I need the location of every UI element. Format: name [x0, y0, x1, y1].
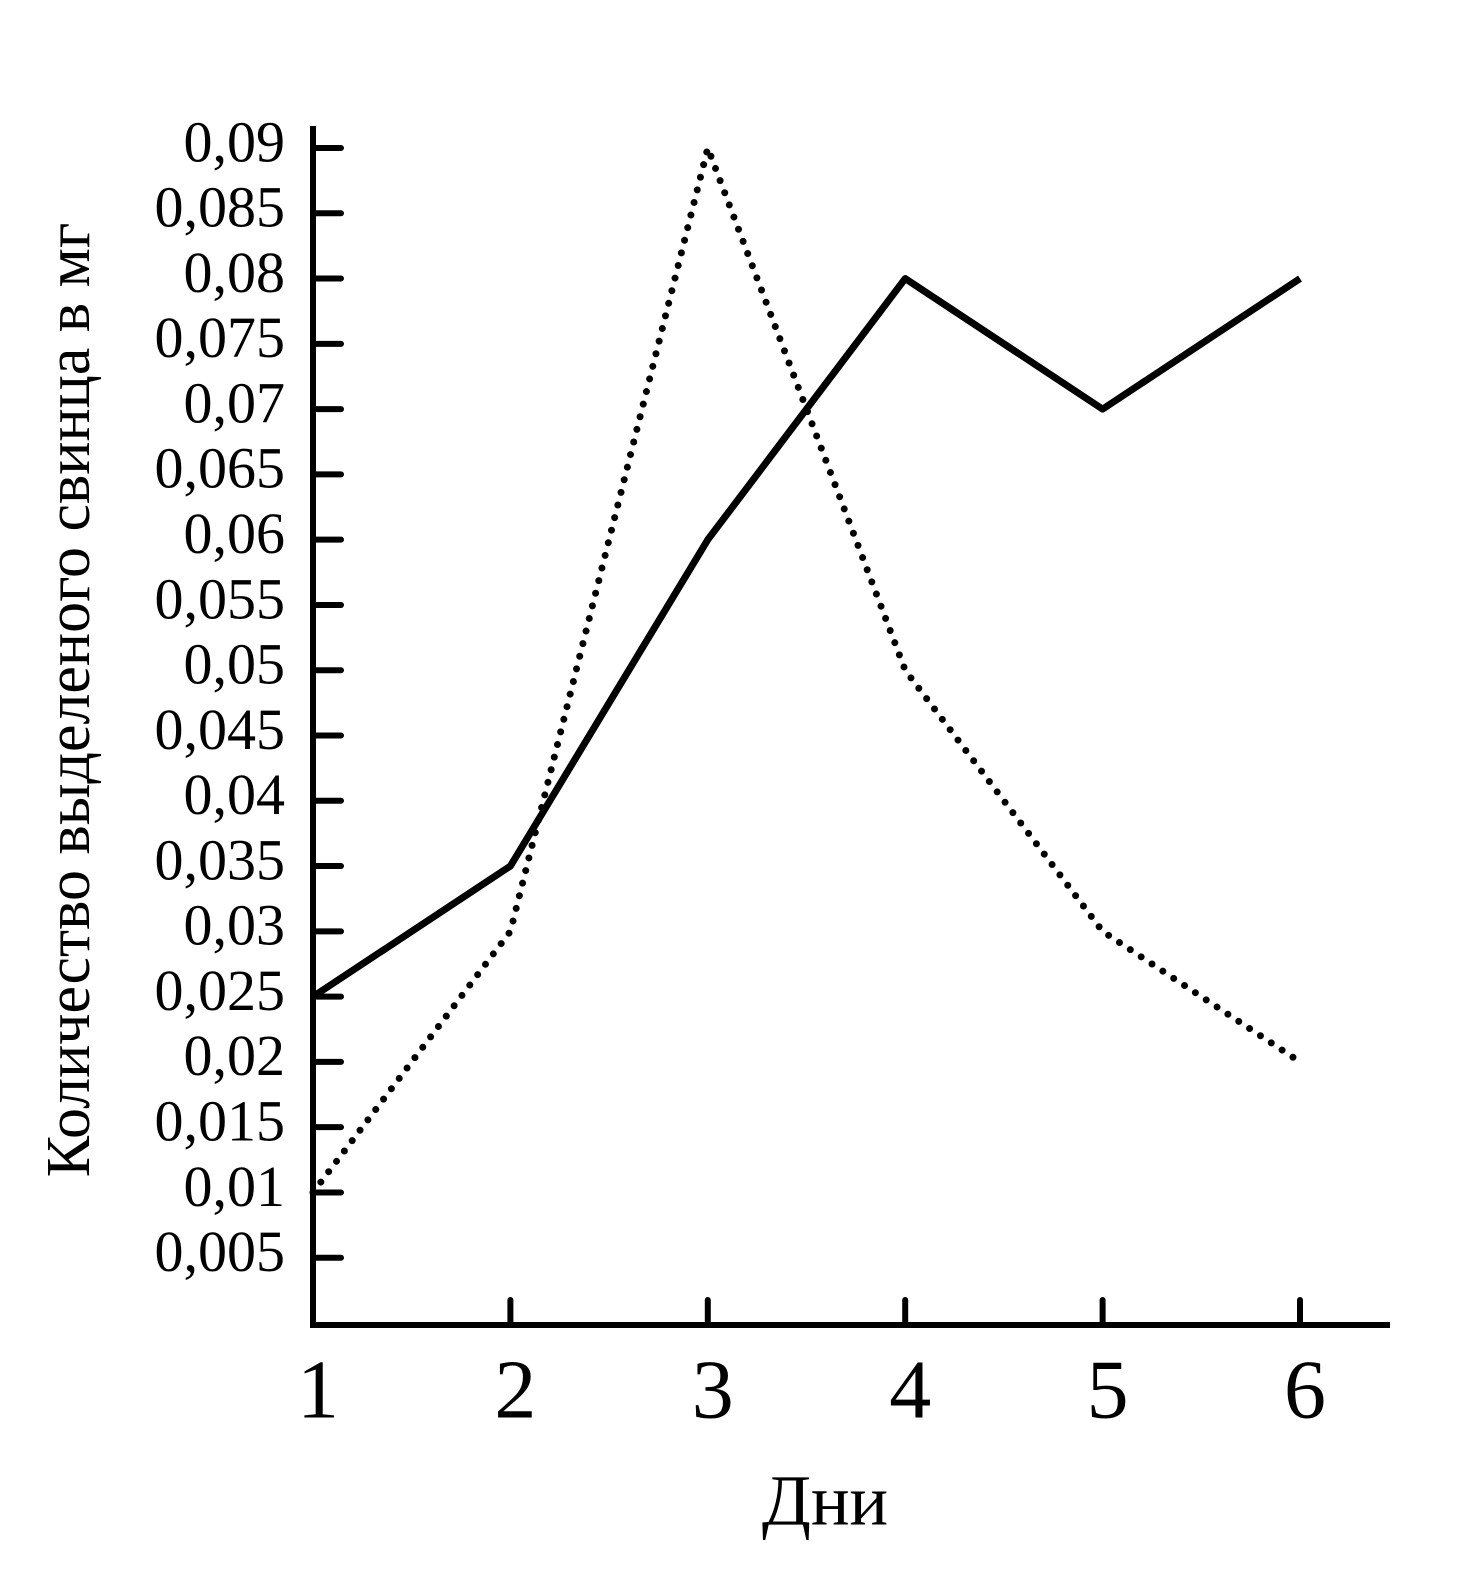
- y-tick-label: 0,07: [184, 370, 286, 435]
- y-tick-label: 0,035: [155, 827, 286, 892]
- y-tick-label: 0,085: [155, 175, 286, 240]
- y-tick-label: 0,04: [184, 762, 286, 827]
- line-series: [309, 144, 1304, 1196]
- y-tick-label: 0,03: [184, 893, 286, 958]
- y-tick-label: 0,05: [184, 632, 286, 697]
- x-tick-label: 6: [1284, 1343, 1326, 1436]
- x-tick-label: 5: [1087, 1343, 1129, 1436]
- y-tick-label: 0,02: [184, 1023, 286, 1088]
- x-tick-label: 2: [494, 1343, 536, 1436]
- y-tick-label: 0,075: [155, 305, 286, 370]
- x-tick-label: 1: [297, 1343, 339, 1436]
- y-tick-label: 0,01: [184, 1154, 286, 1219]
- y-tick-label: 0,09: [184, 109, 286, 174]
- x-tick-label: 3: [692, 1343, 734, 1436]
- y-tick-label: 0,005: [155, 1219, 286, 1284]
- y-tick-label: 0,045: [155, 697, 286, 762]
- line-series: [311, 275, 1302, 1000]
- y-tick-label: 0,015: [155, 1088, 286, 1153]
- y-tick-label: 0,08: [184, 240, 286, 305]
- x-tick-label: 4: [889, 1343, 931, 1436]
- y-tick-label: 0,06: [184, 501, 286, 566]
- y-tick-label: 0,055: [155, 566, 286, 631]
- y-tick-label: 0,025: [155, 958, 286, 1023]
- x-axis-title: Дни: [762, 1461, 888, 1541]
- y-axis-title: Количество выделеного свинца в мг: [35, 223, 103, 1178]
- y-tick-label: 0,065: [155, 436, 286, 501]
